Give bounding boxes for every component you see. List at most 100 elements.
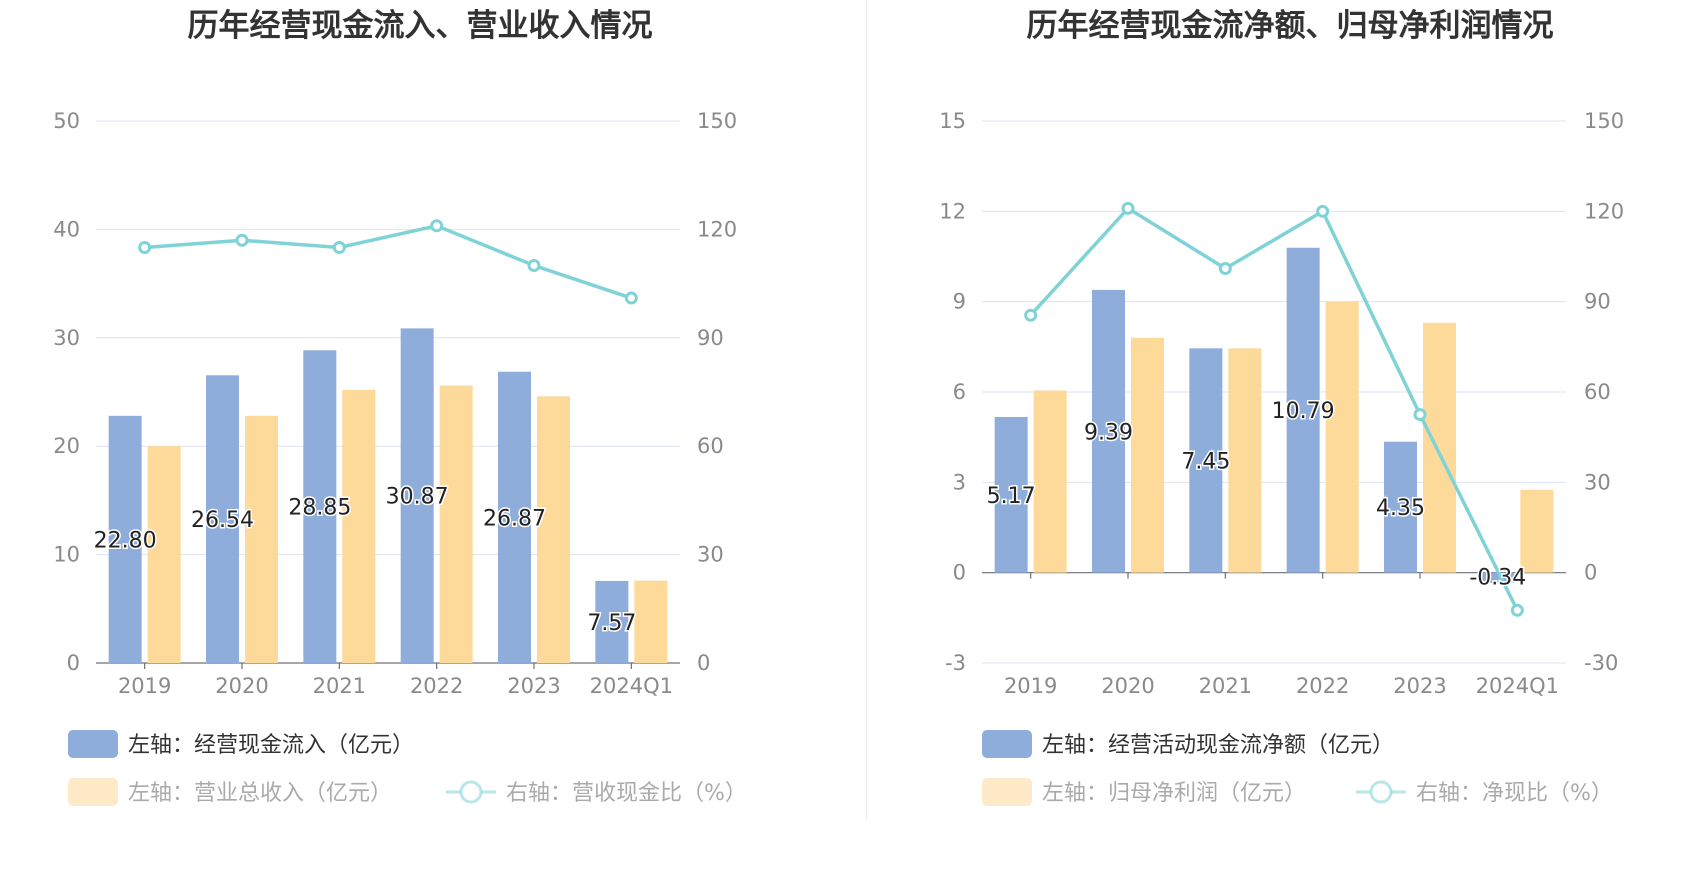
right-axis-tick-label: 120 bbox=[1584, 199, 1624, 223]
bar-series-2 bbox=[537, 396, 570, 663]
chart-cash-inflow-revenue: 历年经营现金流入、营业收入情况 0 10 20 30 40 50 0 30 60 90 120 150 2… bbox=[53, 8, 747, 806]
x-axis-category-label: 2024Q1 bbox=[590, 674, 673, 698]
line-point bbox=[1218, 262, 1232, 276]
left-axis-tick-label: 3 bbox=[953, 470, 966, 494]
left-axis-tick-label: 30 bbox=[53, 326, 80, 350]
x-axis-category-label: 2024Q1 bbox=[1476, 674, 1559, 698]
line-point bbox=[1510, 603, 1524, 617]
bar-series-2 bbox=[1131, 337, 1164, 573]
bar-series-2 bbox=[439, 385, 473, 663]
right-axis-tick-label: 0 bbox=[1584, 561, 1597, 585]
left-axis-tick-label: 12 bbox=[939, 199, 966, 223]
bar-series-1 bbox=[108, 415, 142, 663]
bar-series-2 bbox=[1520, 489, 1554, 573]
line-point bbox=[1024, 308, 1038, 322]
line-point bbox=[1413, 408, 1427, 422]
legend-label: 右轴：营收现金比（%） bbox=[506, 781, 747, 806]
legend-swatch bbox=[68, 730, 118, 758]
legend-label: 左轴：经营活动现金流净额（亿元） bbox=[1042, 733, 1394, 758]
bar-data-label: 4.35 bbox=[1376, 496, 1425, 521]
right-axis-tick-label: 150 bbox=[1584, 109, 1624, 133]
bar-series-1 bbox=[1189, 348, 1223, 573]
left-axis-tick-label: 40 bbox=[53, 217, 80, 241]
line-point bbox=[430, 219, 444, 233]
legend-swatch bbox=[982, 778, 1032, 806]
left-axis-tick-label: 50 bbox=[53, 109, 80, 133]
bar-series-1 bbox=[498, 371, 531, 663]
x-axis-category-label: 2022 bbox=[410, 674, 463, 698]
bar-series-1 bbox=[1384, 441, 1417, 573]
bar-series-2 bbox=[1423, 322, 1456, 573]
bar-data-label: 28.85 bbox=[288, 496, 351, 521]
left-axis-tick-label: 9 bbox=[953, 290, 966, 314]
bar-data-label: -0.34 bbox=[1469, 566, 1526, 591]
bar-data-label: 26.87 bbox=[483, 506, 546, 531]
x-axis-category-label: 2022 bbox=[1296, 674, 1349, 698]
chart-panel-right: 历年经营现金流净额、归母净利润情况 -3 0 3 6 9 12 15 -30 0 30 60 90 120… bbox=[866, 0, 1700, 874]
left-axis-tick-label: 0 bbox=[67, 651, 80, 675]
right-axis-tick-label: 60 bbox=[1584, 380, 1611, 404]
bar-series-2 bbox=[147, 446, 181, 663]
x-axis-category-label: 2021 bbox=[1199, 674, 1252, 698]
bar-series-2 bbox=[342, 389, 376, 663]
bar-data-label: 22.80 bbox=[94, 528, 157, 553]
left-axis-tick-label: 0 bbox=[953, 561, 966, 585]
bar-series-1 bbox=[303, 350, 337, 663]
x-axis-category-label: 2019 bbox=[118, 674, 171, 698]
chart-title: 历年经营现金流净额、归母净利润情况 bbox=[1027, 8, 1554, 44]
legend-swatch bbox=[68, 778, 118, 806]
legend-label: 左轴：营业总收入（亿元） bbox=[128, 781, 392, 806]
left-axis-tick-label: 6 bbox=[953, 380, 966, 404]
bar-data-label: 26.54 bbox=[191, 508, 254, 533]
bar-data-label: 10.79 bbox=[1272, 399, 1335, 424]
legend-swatch bbox=[982, 730, 1032, 758]
chart-title: 历年经营现金流入、营业收入情况 bbox=[188, 8, 653, 44]
legend-label: 右轴：净现比（%） bbox=[1416, 781, 1613, 806]
x-axis-category-label: 2023 bbox=[1393, 674, 1446, 698]
legend-line-marker bbox=[1369, 780, 1393, 804]
bar-series-1 bbox=[994, 416, 1028, 573]
line-point bbox=[138, 240, 152, 254]
bar-series-1 bbox=[595, 580, 629, 663]
line-point bbox=[527, 259, 541, 273]
bar-series-1 bbox=[1286, 247, 1320, 573]
line-point bbox=[332, 240, 346, 254]
bar-series-1 bbox=[1092, 289, 1125, 573]
bar-series-2 bbox=[1033, 390, 1067, 573]
right-axis-tick-label: 60 bbox=[697, 434, 724, 458]
bar-series-2 bbox=[1325, 301, 1359, 573]
left-axis-tick-label: 15 bbox=[939, 109, 966, 133]
bar-data-label: 7.45 bbox=[1181, 450, 1230, 475]
right-axis-tick-label: 30 bbox=[697, 543, 724, 567]
line-series bbox=[144, 223, 632, 300]
bar-series-1 bbox=[206, 375, 239, 663]
x-axis-category-label: 2020 bbox=[1101, 674, 1154, 698]
x-axis-category-label: 2019 bbox=[1004, 674, 1057, 698]
bar-data-label: 9.39 bbox=[1084, 420, 1133, 445]
bar-series-2 bbox=[634, 580, 668, 663]
bar-series-2 bbox=[245, 415, 278, 663]
right-axis-tick-label: 0 bbox=[697, 651, 710, 675]
right-axis-tick-label: 150 bbox=[697, 109, 737, 133]
legend-label: 左轴：归母净利润（亿元） bbox=[1042, 781, 1306, 806]
bar-series-1 bbox=[400, 328, 434, 663]
bar-data-label: 5.17 bbox=[987, 484, 1036, 509]
bar-series-2 bbox=[1228, 348, 1262, 573]
right-axis-tick-label: 90 bbox=[1584, 290, 1611, 314]
line-point bbox=[624, 291, 638, 305]
bar-data-label: 30.87 bbox=[386, 485, 449, 510]
bar-series-1 bbox=[1481, 572, 1515, 583]
legend-label: 左轴：经营现金流入（亿元） bbox=[128, 733, 414, 758]
left-axis-tick-label: -3 bbox=[945, 651, 966, 675]
line-point bbox=[235, 233, 249, 247]
right-axis-tick-label: 90 bbox=[697, 326, 724, 350]
x-axis-category-label: 2023 bbox=[507, 674, 560, 698]
left-axis-tick-label: 20 bbox=[53, 434, 80, 458]
line-point bbox=[1121, 201, 1135, 215]
right-axis-tick-label: 120 bbox=[697, 217, 737, 241]
x-axis-category-label: 2020 bbox=[215, 674, 268, 698]
line-point bbox=[1316, 204, 1330, 218]
right-axis-tick-label: -30 bbox=[1584, 651, 1618, 675]
line-series bbox=[1029, 206, 1519, 612]
panel-divider bbox=[866, 0, 867, 820]
